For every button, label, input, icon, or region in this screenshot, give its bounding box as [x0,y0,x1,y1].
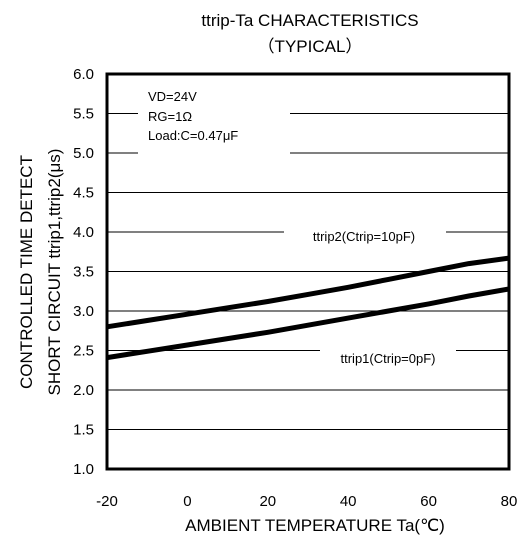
y-tick-label: 3.5 [73,264,94,281]
condition-vd: VD=24V [148,89,197,104]
y-tick-labels: 1.0 1.5 2.0 2.5 3.0 3.5 4.0 4.5 5.0 5.5 6.0 [73,66,94,478]
grid-lines [107,113,509,430]
legend-ttrip1: ttrip1(Ctrip=0pF) [341,351,436,366]
plot-frame [105,72,511,471]
y-axis-title-line1: CONTROLLED TIME DETECT [17,155,36,389]
x-tick-label: 40 [340,493,357,510]
y-tick-label: 5.5 [73,106,94,123]
series-line-ttrip1 [106,286,510,361]
x-axis-title: AMBIENT TEMPERATURE Ta(℃) [185,516,445,535]
y-tick-label: 6.0 [73,66,94,83]
x-tick-label: -20 [96,493,118,510]
x-tick-label: 60 [420,493,437,510]
series-lines [106,255,510,361]
chart-title: ttrip-Ta CHARACTERISTICS [201,11,418,30]
conditions-box [138,85,290,155]
condition-rg: RG=1Ω [148,109,192,124]
legend-ttrip1-bg [320,349,456,367]
x-tick-labels: -20 0 20 40 60 80 [96,493,517,510]
legend-ttrip2: ttrip2(Ctrip=10pF) [313,229,415,244]
y-tick-label: 4.5 [73,185,94,202]
y-tick-label: 4.0 [73,224,94,241]
y-tick-label: 2.5 [73,343,94,360]
y-tick-label: 1.0 [73,461,94,478]
condition-load: Load:C=0.47μF [148,128,238,143]
x-tick-label: 20 [259,493,276,510]
series-line-ttrip2 [106,255,510,330]
x-tick-label: 80 [501,493,518,510]
legend-ttrip2-bg [284,227,446,245]
x-tick-label: 0 [183,493,191,510]
y-axis-title-line2: SHORT CIRCUIT ttrip1,ttrip2(μs) [45,149,64,396]
y-tick-label: 2.0 [73,382,94,399]
chart-subtitle: （TYPICAL） [258,37,363,56]
y-tick-label: 1.5 [73,422,94,439]
y-tick-label: 5.0 [73,145,94,162]
y-tick-label: 3.0 [73,303,94,320]
